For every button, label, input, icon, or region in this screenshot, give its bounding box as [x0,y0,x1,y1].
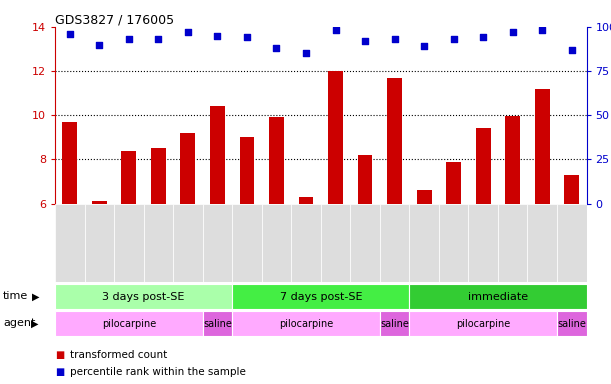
Point [124,36,134,42]
Bar [321,204,350,282]
Text: ■: ■ [55,367,64,377]
Point [478,35,488,41]
Text: saline: saline [203,318,232,329]
Bar [210,106,225,336]
Point [538,27,547,33]
Point [271,45,281,51]
Bar [527,204,557,282]
Bar [240,137,254,336]
Text: agent: agent [3,318,35,328]
Bar [505,116,520,336]
Bar [409,311,557,336]
Text: ▶: ▶ [31,318,38,328]
Point [65,31,75,37]
Bar [476,128,491,336]
Point [508,29,518,35]
Text: pilocarpine: pilocarpine [456,318,510,329]
Bar [122,151,136,336]
Bar [203,311,232,336]
Bar [380,204,409,282]
Text: percentile rank within the sample: percentile rank within the sample [70,367,246,377]
Text: 3 days post-SE: 3 days post-SE [103,291,185,302]
Bar [535,89,550,336]
Point [419,43,429,50]
Text: time: time [3,291,28,301]
Text: 7 days post-SE: 7 days post-SE [279,291,362,302]
Bar [387,78,402,336]
Bar [232,204,262,282]
Point [567,47,577,53]
Bar [446,162,461,336]
Point [448,36,458,42]
Bar [151,148,166,336]
Point [94,41,104,48]
Point [301,50,311,56]
Bar [557,204,587,282]
Bar [173,204,203,282]
Bar [380,311,409,336]
Bar [357,155,373,336]
Text: pilocarpine: pilocarpine [101,318,156,329]
Bar [180,133,196,336]
Bar [62,122,77,336]
Text: ■: ■ [55,350,64,360]
Bar [203,204,232,282]
Bar [114,204,144,282]
Bar [350,204,380,282]
Bar [84,204,114,282]
Point [213,33,222,39]
Bar [55,204,84,282]
Text: GDS3827 / 176005: GDS3827 / 176005 [55,13,174,26]
Bar [232,311,380,336]
Text: saline: saline [380,318,409,329]
Bar [498,204,527,282]
Bar [55,284,232,309]
Bar [328,71,343,336]
Bar [55,311,203,336]
Point [360,38,370,44]
Text: ▶: ▶ [32,291,40,301]
Text: transformed count: transformed count [70,350,167,360]
Bar [557,311,587,336]
Point [153,36,163,42]
Bar [417,190,431,336]
Text: immediate: immediate [468,291,528,302]
Point [242,35,252,41]
Bar [262,204,291,282]
Bar [232,284,409,309]
Point [183,29,193,35]
Bar [291,204,321,282]
Bar [469,204,498,282]
Bar [565,175,579,336]
Point [331,27,340,33]
Bar [92,201,107,336]
Bar [299,197,313,336]
Bar [409,284,587,309]
Text: saline: saline [557,318,586,329]
Bar [269,118,284,336]
Bar [409,204,439,282]
Bar [439,204,469,282]
Text: pilocarpine: pilocarpine [279,318,333,329]
Bar [144,204,173,282]
Point [390,36,400,42]
